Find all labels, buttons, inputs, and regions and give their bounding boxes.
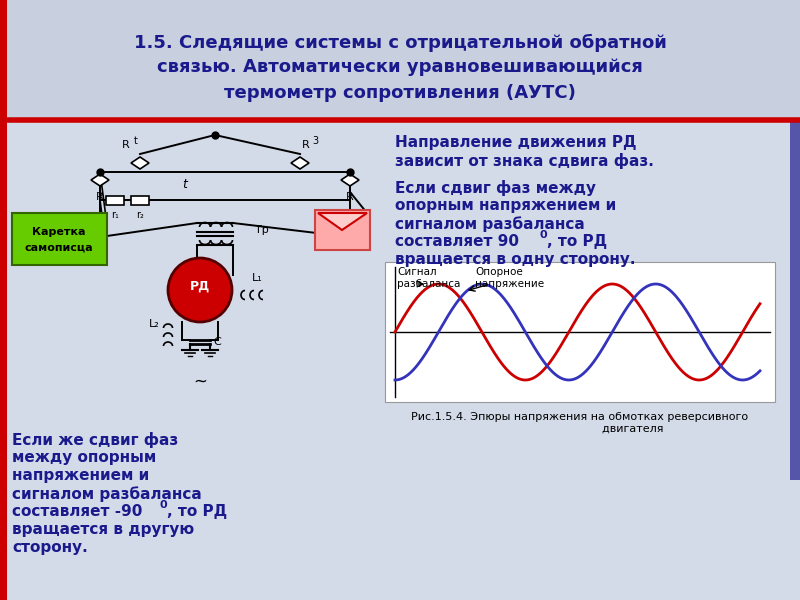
- Text: самописца: самописца: [25, 243, 94, 253]
- Text: сигналом разбаланса: сигналом разбаланса: [12, 486, 202, 502]
- Circle shape: [168, 258, 232, 322]
- Text: Сигнал
разбаланса: Сигнал разбаланса: [397, 267, 460, 289]
- Bar: [790, 120, 800, 480]
- Text: , то РД: , то РД: [547, 234, 607, 249]
- Text: связью. Автоматически уравновешивающийся: связью. Автоматически уравновешивающийся: [157, 58, 643, 76]
- Text: t: t: [182, 178, 187, 191]
- Text: зависит от знака сдвига фаз.: зависит от знака сдвига фаз.: [395, 153, 654, 169]
- Text: между опорным: между опорным: [12, 450, 156, 465]
- Bar: [0, 0, 7, 600]
- Text: сигналом разбаланса: сигналом разбаланса: [395, 216, 585, 232]
- Text: t: t: [134, 136, 138, 146]
- Text: Рис.1.5.4. Эпюры напряжения на обмотках реверсивного
                           : Рис.1.5.4. Эпюры напряжения на обмотках …: [411, 412, 749, 434]
- Text: 0: 0: [160, 500, 168, 510]
- Text: R: R: [346, 192, 354, 202]
- Polygon shape: [91, 174, 109, 186]
- Text: 3: 3: [312, 136, 318, 146]
- Text: L₁: L₁: [252, 273, 262, 283]
- Text: R: R: [122, 140, 130, 150]
- Text: R: R: [302, 140, 310, 150]
- Text: РД: РД: [190, 280, 210, 292]
- Text: r₁: r₁: [111, 210, 119, 220]
- Text: составляет 90: составляет 90: [395, 234, 519, 249]
- Bar: [385, 262, 775, 402]
- Polygon shape: [291, 157, 309, 169]
- Text: C: C: [213, 337, 221, 347]
- Text: сторону.: сторону.: [12, 540, 88, 555]
- Bar: [106, 196, 124, 205]
- Text: Если же сдвиг фаз: Если же сдвиг фаз: [12, 432, 178, 448]
- Text: r₂: r₂: [136, 210, 144, 220]
- Bar: [315, 210, 370, 250]
- Text: вращается в другую: вращается в другую: [12, 522, 194, 537]
- Bar: [131, 196, 149, 205]
- Text: 1.5. Следящие системы с отрицательной обратной: 1.5. Следящие системы с отрицательной об…: [134, 34, 666, 52]
- Text: ~: ~: [193, 373, 207, 391]
- Text: Направление движения РД: Направление движения РД: [395, 135, 637, 150]
- Text: L₂: L₂: [149, 319, 159, 329]
- Text: составляет -90: составляет -90: [12, 504, 142, 519]
- Text: R: R: [96, 192, 104, 202]
- Text: напряжением и: напряжением и: [12, 468, 150, 483]
- Text: вращается в одну сторону.: вращается в одну сторону.: [395, 252, 635, 267]
- Text: Если сдвиг фаз между: Если сдвиг фаз между: [395, 180, 596, 196]
- Polygon shape: [341, 174, 359, 186]
- Bar: [0, 0, 800, 120]
- Polygon shape: [131, 157, 149, 169]
- Text: , то РД: , то РД: [167, 504, 227, 519]
- Text: опорным напряжением и: опорным напряжением и: [395, 198, 616, 213]
- Polygon shape: [318, 213, 367, 230]
- Text: Опорное
напряжение: Опорное напряжение: [475, 267, 544, 289]
- Bar: [12, 213, 107, 265]
- Text: 0: 0: [540, 230, 548, 240]
- Text: термометр сопротивления (АУТС): термометр сопротивления (АУТС): [224, 84, 576, 102]
- Text: Каретка: Каретка: [32, 227, 86, 237]
- Text: Тр: Тр: [255, 225, 269, 235]
